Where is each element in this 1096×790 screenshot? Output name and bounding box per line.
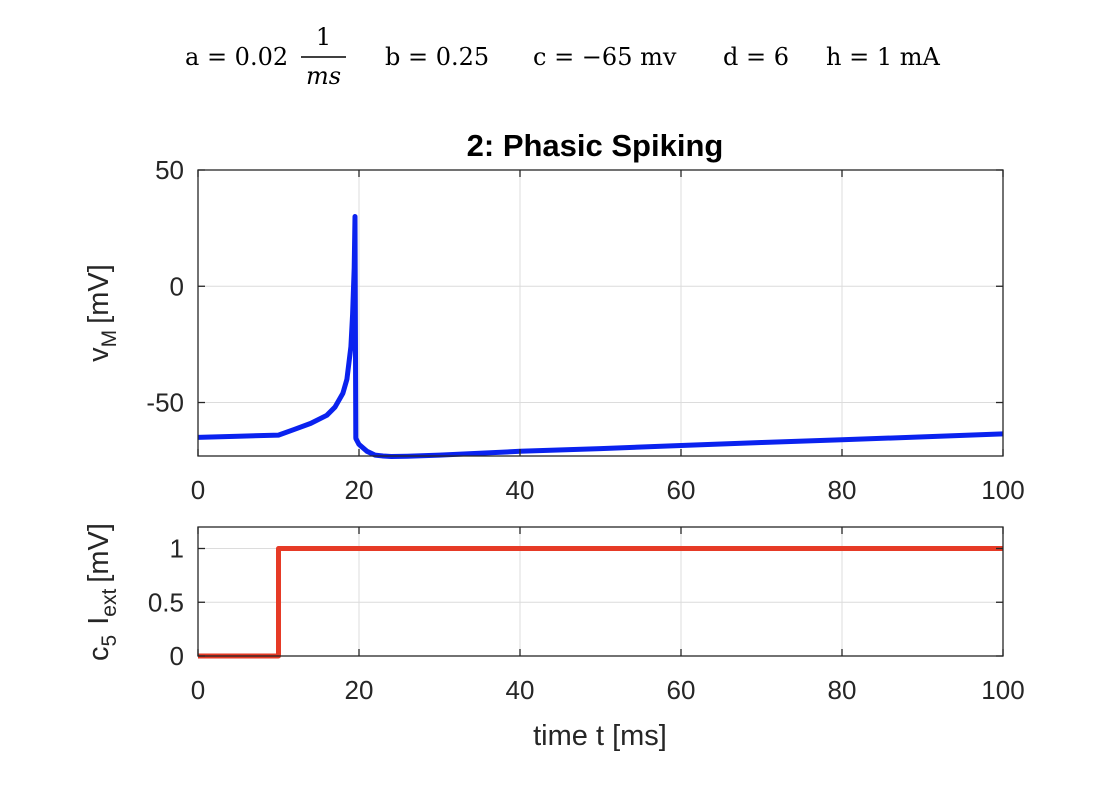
y-axis-label-current: c5 Iext [mV] [83,523,121,661]
voltage-trace-line [197,214,1004,459]
x-tick-label: 60 [667,675,696,705]
y-tick-label: -50 [146,388,184,418]
ylabel-I: I [83,617,115,625]
axes-box-voltage [197,169,1004,457]
ylabel-v-unit: [mV] [83,264,115,324]
y-axis-label-voltage: vM [mV] [83,264,121,362]
grid-voltage [197,169,1004,456]
x-tick-label: 100 [981,675,1024,705]
y-tick-label: 0.5 [148,587,184,617]
x-tick-label: 0 [191,675,205,705]
plot-membrane-voltage: 2: Phasic Spiking 0 20 40 60 80 100 50 0 -50 vM [… [83,128,1025,505]
x-tick-label: 40 [506,675,535,705]
y-tick-label: 0 [170,271,184,301]
ylabel-v: v [83,347,115,362]
ylabel-I-sub: ext [98,589,121,617]
x-tick-label: 0 [191,475,205,505]
x-tick-label: 80 [828,675,857,705]
ticks-current: 0 20 40 60 80 100 1 0.5 0 [148,527,1025,705]
eq-h: h = 1 mA [826,43,940,71]
ylabel-c: c [83,646,115,661]
x-tick-label: 20 [345,675,374,705]
x-tick-label: 40 [506,475,535,505]
chart-title: 2: Phasic Spiking [467,128,724,163]
eq-a-numerator: 1 [316,23,331,51]
eq-d: d = 6 [723,43,789,71]
y-tick-label: 50 [155,155,184,185]
x-tick-label: 60 [667,475,696,505]
x-axis-label: time t [ms] [533,720,667,752]
ticks-voltage: 0 20 40 60 80 100 50 0 -50 [146,155,1024,505]
x-tick-label: 20 [345,475,374,505]
eq-a-denominator: ms [306,62,341,90]
y-tick-label: 0 [170,641,184,671]
series-voltage [197,214,1004,459]
x-tick-label: 100 [981,475,1024,505]
eq-a-lhs: a = 0.02 [185,43,288,71]
eq-c: c = −65 mv [533,43,677,71]
ylabel-I-unit: [mV] [83,523,115,583]
plot-external-current: 0 20 40 60 80 100 1 0.5 0 time t [ms] c5 Iext [mV] [83,523,1025,752]
parameter-equation: a = 0.02 1 ms b = 0.25 c = −65 mv d = 6 … [185,23,940,90]
ylabel-c-sub: 5 [98,635,121,647]
x-tick-label: 80 [828,475,857,505]
ylabel-v-sub: M [98,330,121,348]
y-tick-label: 1 [170,534,184,564]
axes-box-current [197,526,1004,657]
eq-b: b = 0.25 [385,43,489,71]
